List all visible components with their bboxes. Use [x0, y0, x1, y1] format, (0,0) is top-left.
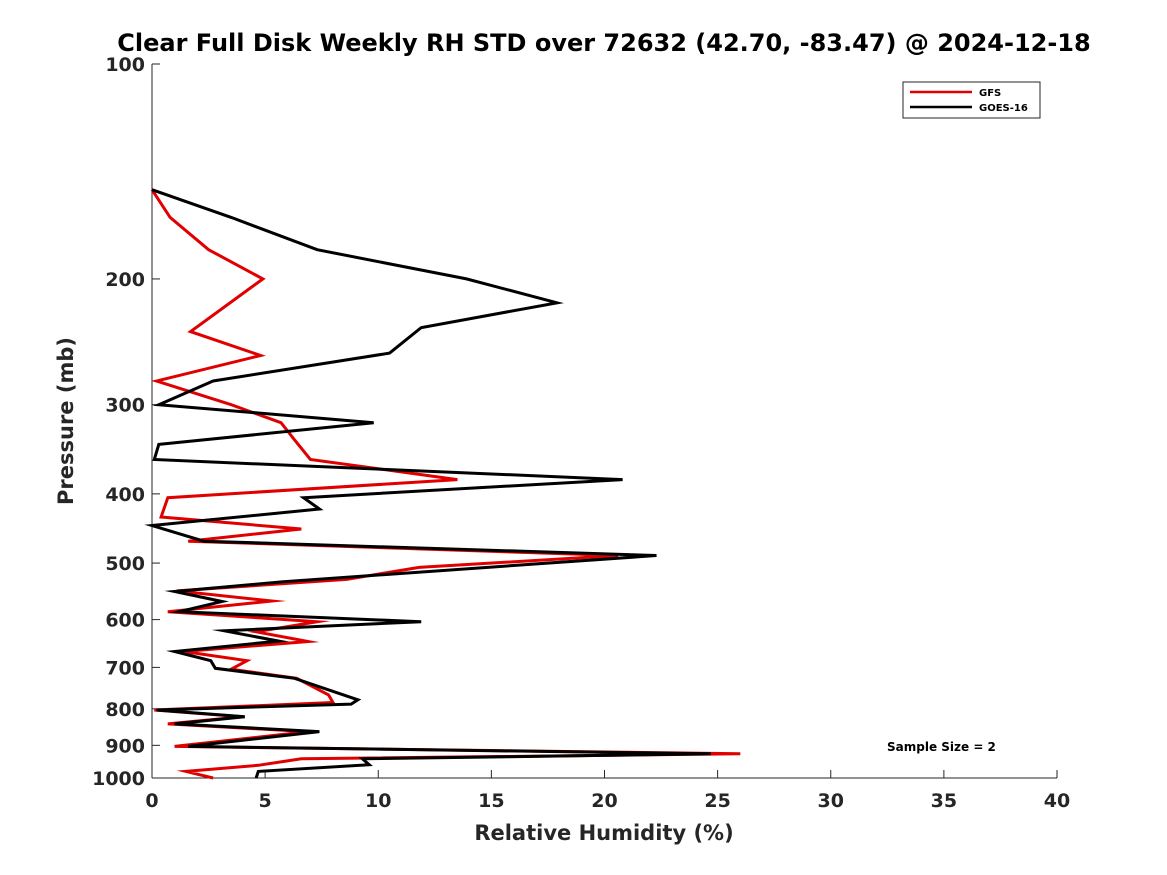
x-tick-label: 0	[145, 790, 158, 812]
x-tick-label: 35	[931, 790, 957, 812]
legend-label-gfs: GFS	[979, 88, 1001, 99]
x-tick-label: 10	[365, 790, 391, 812]
series-line-goes16	[144, 188, 711, 779]
y-tick-label: 100	[105, 54, 145, 76]
y-tick-label: 300	[105, 395, 145, 417]
y-tick-label: 800	[105, 699, 145, 721]
chart-title: Clear Full Disk Weekly RH STD over 72632…	[117, 29, 1090, 57]
legend-box	[902, 81, 1041, 119]
x-tick-label: 40	[1044, 790, 1070, 812]
y-tick-label: 900	[105, 735, 145, 757]
x-ticks: 0 5 10 15 20 25 30 35 40	[145, 770, 1070, 812]
plot-area: 100 200 300 400 500 600 700 800 900 1000 0 5 10 15 20…	[92, 54, 1070, 812]
x-tick-label: 15	[478, 790, 504, 812]
x-axis-label: Relative Humidity (%)	[474, 821, 733, 845]
y-tick-label: 200	[105, 269, 145, 291]
x-tick-label: 30	[818, 790, 844, 812]
sample-size-annotation: Sample Size = 2	[887, 740, 996, 754]
y-tick-label: 500	[105, 553, 145, 575]
y-axis-label: Pressure (mb)	[54, 337, 78, 505]
legend-label-goes16: GOES-16	[979, 103, 1028, 114]
y-tick-label: 700	[105, 657, 145, 679]
y-tick-label: 400	[105, 484, 145, 506]
legend: GFS GOES-16	[902, 81, 1041, 119]
y-tick-label: 1000	[92, 768, 145, 790]
series-layer	[144, 188, 741, 780]
x-tick-label: 5	[259, 790, 272, 812]
series-line-gfs	[150, 188, 741, 780]
x-tick-label: 20	[591, 790, 617, 812]
y-tick-label: 600	[105, 610, 145, 632]
x-tick-label: 25	[704, 790, 730, 812]
y-ticks: 100 200 300 400 500 600 700 800 900 1000	[92, 54, 160, 790]
